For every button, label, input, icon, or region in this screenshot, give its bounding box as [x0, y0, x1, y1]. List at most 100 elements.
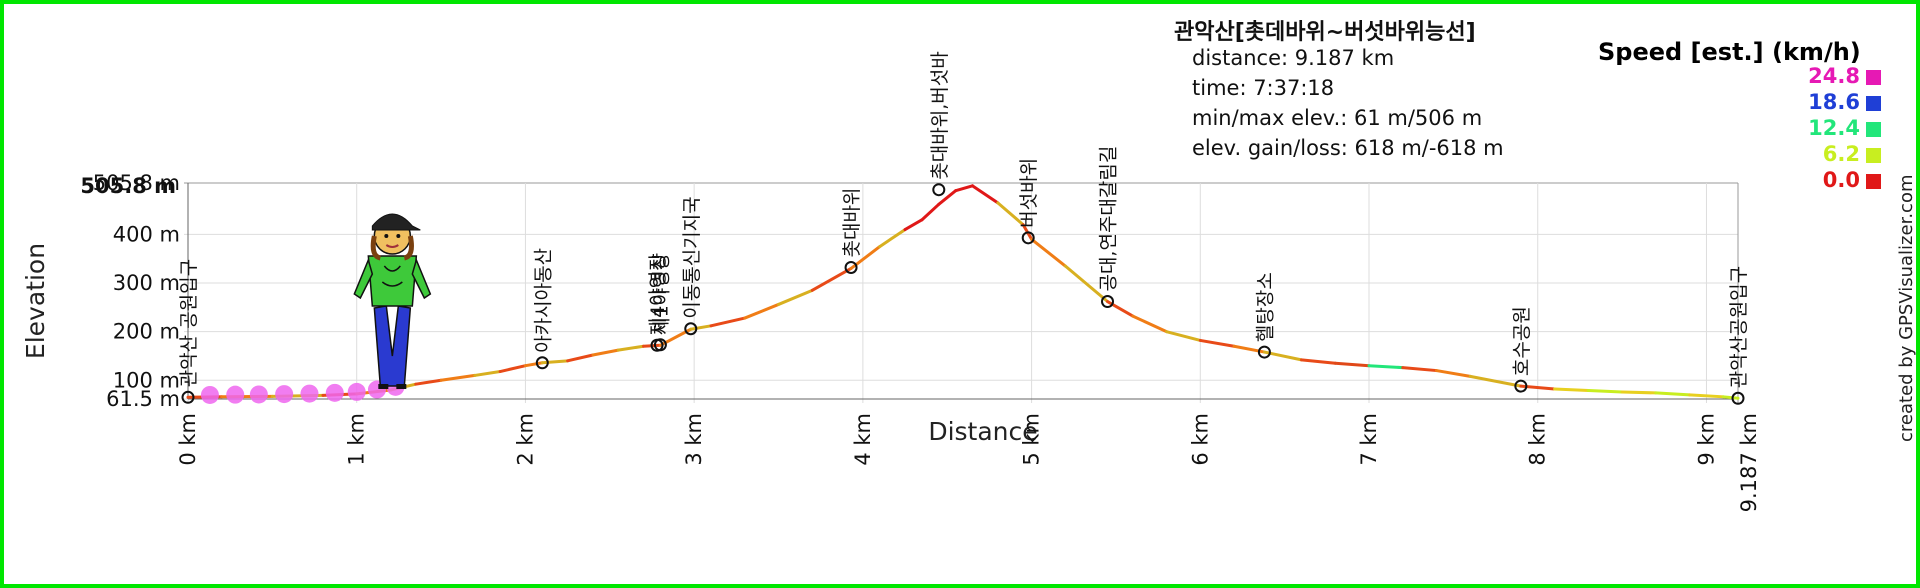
waypoint-label: 헬탕장소 — [1254, 272, 1276, 342]
waypoint-label: 아카시아동산 — [532, 248, 554, 353]
y-tick-label: 61.5 m — [106, 387, 180, 411]
profile-segment — [1131, 314, 1169, 334]
profile-segment — [439, 373, 477, 382]
legend-label-24-8: 24.8 — [1808, 64, 1860, 88]
waypoint-marker — [1101, 295, 1115, 309]
info-distance: distance: 9.187 km — [1192, 46, 1395, 70]
waypoint-label: 호수공원 — [1511, 306, 1533, 376]
profile-segment — [1106, 300, 1135, 318]
waypoint-label: 관악산공원입구 — [1728, 266, 1750, 388]
profile-segment — [903, 218, 924, 232]
legend-swatch-12-4 — [1866, 122, 1881, 137]
y-axis-title: Elevation — [21, 243, 50, 359]
profile-segment — [937, 189, 958, 206]
profile-segment — [709, 316, 747, 328]
profile-segment — [591, 348, 620, 357]
waypoint-marker — [1021, 231, 1035, 245]
trail-dot — [249, 385, 268, 404]
waypoint-marker — [653, 338, 667, 352]
profile-segment — [1165, 330, 1202, 342]
y-tick-label: 505.8 m — [80, 174, 176, 198]
y-tick-label: 400 m — [113, 222, 180, 246]
x-tick-label: 5 km — [1020, 413, 1044, 466]
hiker-figure — [353, 213, 432, 390]
profile-segment — [1300, 358, 1337, 365]
profile-segment — [566, 353, 595, 363]
x-tick-label: 7 km — [1357, 413, 1381, 466]
legend-swatch-6-2 — [1866, 148, 1881, 163]
waypoint-marker — [844, 260, 858, 274]
profile-segment — [1030, 237, 1067, 268]
profile-segment — [1586, 388, 1624, 394]
profile-segment — [878, 228, 907, 249]
x-tick-label-end: 9.187 km — [1737, 413, 1761, 512]
waypoint-marker — [932, 183, 946, 197]
x-axis-title: Distance — [928, 417, 1037, 446]
waypoint-marker — [684, 322, 698, 336]
legend-label-18-6: 18.6 — [1808, 90, 1860, 114]
info-time: time: 7:37:18 — [1192, 76, 1335, 100]
profile-segment — [971, 184, 1000, 205]
x-tick-label: 6 km — [1188, 413, 1212, 466]
x-tick-label: 2 km — [513, 413, 537, 466]
waypoint-label: 관악산 공원입구 — [178, 259, 200, 387]
x-tick-label: 9 km — [1694, 413, 1718, 466]
trail-dot — [300, 384, 319, 403]
profile-segment — [473, 370, 502, 377]
profile-segment — [1198, 338, 1236, 348]
y-tick-label: 505.8 m — [93, 171, 180, 195]
profile-segment — [810, 266, 853, 292]
waypoint-marker — [1731, 391, 1745, 405]
waypoint-marker — [1257, 345, 1271, 359]
profile-segment — [1333, 361, 1371, 368]
waypoint-marker — [1514, 379, 1528, 393]
profile-segment — [920, 202, 941, 222]
trail-dot — [275, 385, 294, 404]
legend-swatch-0-0 — [1866, 174, 1881, 189]
legend-title: Speed [est.] (km/h) — [1598, 38, 1861, 66]
waypoint-label: 촛대바위,버섯바 — [929, 51, 951, 179]
profile-segment — [523, 361, 544, 368]
trail-dot — [226, 385, 245, 404]
profile-segment — [1654, 391, 1692, 397]
trail-dot — [325, 383, 344, 402]
profile-segment — [498, 364, 527, 374]
x-tick-label: 8 km — [1526, 413, 1550, 466]
waypoint-marker — [535, 356, 549, 370]
y-tick-label: 300 m — [113, 271, 180, 295]
profile-segment — [1468, 374, 1523, 388]
info-elevation-gain-loss: elev. gain/loss: 618 m/-618 m — [1192, 136, 1504, 160]
profile-segment — [540, 359, 570, 365]
profile-segment — [954, 184, 975, 193]
profile-segment — [1401, 366, 1439, 373]
info-elevation-range: min/max elev.: 61 m/506 m — [1192, 106, 1483, 130]
profile-segment — [996, 201, 1025, 227]
profile-segment — [1367, 364, 1405, 370]
legend-swatch-24-8 — [1866, 70, 1881, 85]
waypoint-label: 버섯바위 — [1018, 158, 1040, 228]
profile-segment — [743, 302, 781, 320]
legend-label-6-2: 6.2 — [1822, 142, 1860, 166]
credit-text: created by GPSVisualizer.com — [1896, 174, 1917, 443]
profile-segment — [777, 288, 814, 306]
waypoint-label: 제4야영장 — [647, 253, 669, 335]
profile-segment — [1620, 390, 1658, 395]
profile-segment — [1721, 395, 1740, 400]
x-tick-label: 0 km — [176, 413, 200, 466]
profile-segment — [1688, 393, 1725, 399]
y-tick-label: 100 m — [113, 368, 180, 392]
profile-segment — [1063, 264, 1110, 304]
legend-swatch-18-6 — [1866, 96, 1881, 111]
waypoint-marker — [181, 390, 195, 404]
trail-dot — [347, 382, 366, 401]
waypoint-label: 제1야영장 — [650, 253, 672, 335]
profile-segment — [616, 344, 646, 352]
profile-segment — [414, 378, 443, 386]
waypoint-label: 이동통신기지국 — [681, 196, 703, 318]
x-tick-label: 3 km — [682, 413, 706, 466]
trail-dot — [200, 385, 219, 404]
profile-segment — [1435, 369, 1472, 378]
x-tick-label: 1 km — [345, 413, 369, 466]
legend-label-12-4: 12.4 — [1808, 116, 1860, 140]
